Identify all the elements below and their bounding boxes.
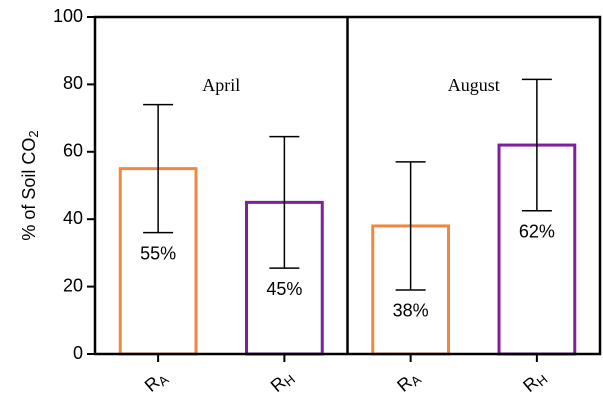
value-label: 45% [266,279,302,299]
plot-frame [93,15,602,356]
value-label: 62% [519,222,555,242]
y-tick-label: 0 [73,343,83,363]
y-tick-label: 20 [63,275,83,295]
y-tick-label: 100 [53,6,83,26]
value-label: 38% [393,301,429,321]
x-tick-label: RA [393,366,424,398]
y-tick-label: 60 [63,141,83,161]
group-label: August [448,75,500,95]
x-tick-label: RH [267,366,299,398]
group-label: April [202,75,240,95]
y-axis-label: % of Soil CO2 [19,130,42,240]
x-tick-label: RA [141,366,172,398]
x-tick-label: RH [519,366,551,398]
value-label: 55% [140,243,176,263]
y-tick-label: 80 [63,73,83,93]
y-tick-label: 40 [63,208,83,228]
